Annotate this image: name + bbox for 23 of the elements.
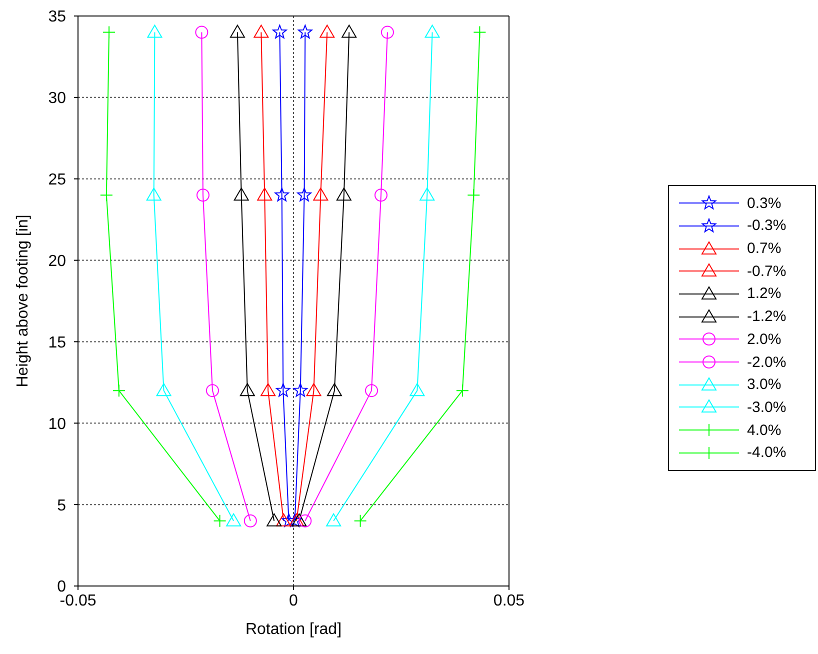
x-axis-title: Rotation [rad] — [245, 621, 342, 638]
y-tick-label: 25 — [48, 172, 66, 189]
y-axis-title: Height above footing [in] — [14, 214, 32, 388]
legend-label: -1.2% — [747, 308, 786, 326]
legend-label: 4.0% — [747, 422, 782, 439]
x-tick-label: 0.05 — [493, 592, 525, 610]
y-tick-label: 35 — [48, 8, 66, 26]
x-tick-label: 0 — [289, 592, 298, 610]
y-tick-label: 20 — [48, 252, 66, 270]
legend-label: -3.0% — [747, 398, 786, 416]
y-tick-label: 30 — [48, 90, 66, 108]
legend-label: 0.7% — [747, 240, 782, 258]
legend-label: -0.7% — [747, 262, 786, 280]
y-tick-label: 10 — [48, 416, 66, 433]
legend-label: -0.3% — [747, 217, 786, 234]
legend-label: -2.0% — [747, 354, 786, 371]
y-tick-label: 5 — [57, 497, 66, 514]
legend-label: 0.3% — [747, 194, 782, 212]
y-tick-label: 15 — [48, 334, 66, 352]
legend-label: 2.0% — [747, 330, 782, 348]
legend-label: 3.0% — [747, 376, 782, 394]
legend-label: 1.2% — [747, 285, 782, 302]
legend-label: -4.0% — [747, 444, 786, 462]
